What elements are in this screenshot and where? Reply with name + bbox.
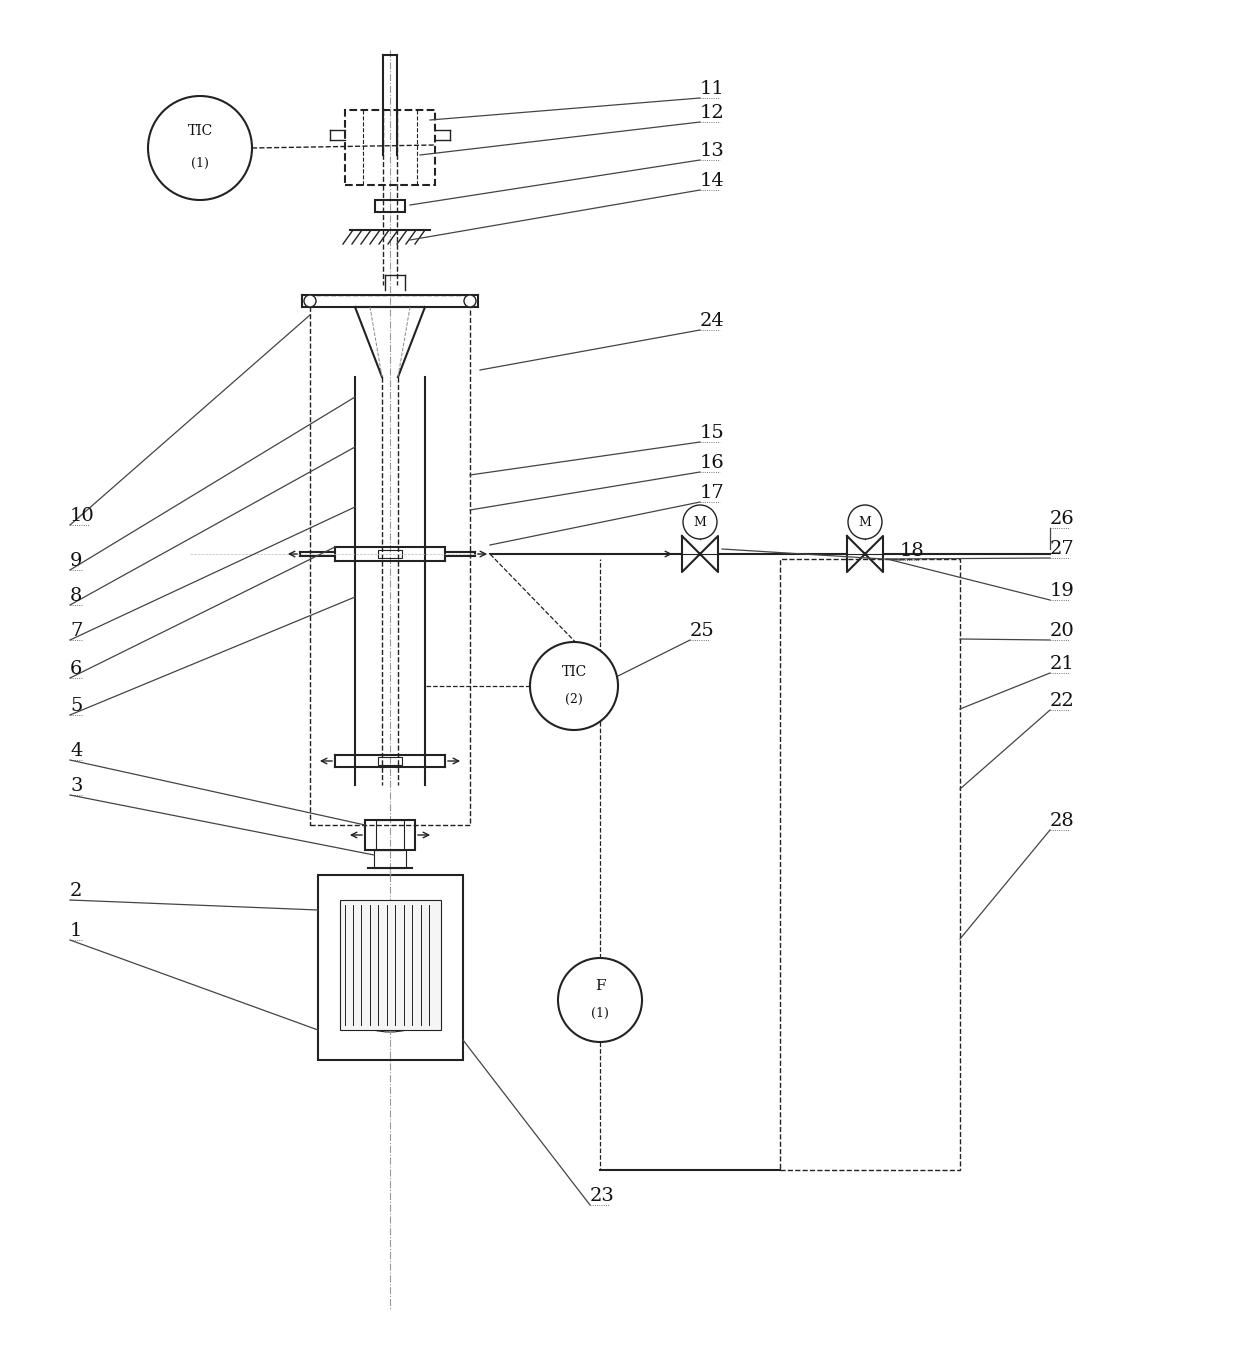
Bar	[374, 850, 405, 867]
Text: 17: 17	[701, 484, 724, 501]
Text: M: M	[858, 515, 872, 529]
Text: TIC: TIC	[562, 665, 587, 679]
Text: 16: 16	[701, 454, 724, 473]
Text: 5: 5	[69, 697, 82, 714]
Text: 24: 24	[701, 311, 724, 331]
Text: 22: 22	[1050, 693, 1075, 710]
Text: F: F	[595, 979, 605, 993]
Text: 26: 26	[1050, 510, 1075, 529]
Circle shape	[304, 295, 316, 307]
Text: (1): (1)	[191, 157, 208, 169]
Circle shape	[848, 505, 882, 540]
Circle shape	[148, 96, 252, 199]
Bar	[345, 111, 435, 184]
Text: 23: 23	[590, 1187, 615, 1205]
Text: 20: 20	[1050, 622, 1075, 641]
Text: TIC: TIC	[187, 124, 212, 138]
Text: 9: 9	[69, 552, 83, 570]
Text: 11: 11	[701, 81, 724, 98]
Text: 1: 1	[69, 922, 82, 940]
Text: 25: 25	[689, 622, 714, 641]
Bar	[365, 820, 415, 850]
Circle shape	[529, 642, 618, 729]
Bar	[340, 900, 441, 1030]
Bar	[317, 876, 463, 1060]
Text: 14: 14	[701, 172, 724, 190]
Bar	[378, 550, 402, 557]
Text: 27: 27	[1050, 540, 1075, 557]
Bar	[310, 295, 470, 825]
Text: 6: 6	[69, 660, 82, 678]
Text: 10: 10	[69, 507, 94, 525]
Text: M: M	[693, 515, 707, 529]
Circle shape	[464, 295, 476, 307]
Bar	[378, 757, 402, 765]
Text: 2: 2	[69, 882, 82, 900]
Text: 15: 15	[701, 423, 724, 443]
Bar	[780, 559, 960, 1171]
Circle shape	[683, 505, 717, 540]
Text: 7: 7	[69, 622, 82, 641]
Text: 8: 8	[69, 587, 82, 605]
Text: 13: 13	[701, 142, 725, 160]
Text: 28: 28	[1050, 811, 1075, 831]
Text: (2): (2)	[565, 693, 583, 705]
Text: 19: 19	[1050, 582, 1075, 600]
Text: (1): (1)	[591, 1007, 609, 1019]
Text: 4: 4	[69, 742, 82, 759]
Text: 21: 21	[1050, 656, 1075, 673]
Bar	[374, 199, 405, 212]
Text: 12: 12	[701, 104, 724, 122]
Text: 18: 18	[900, 542, 925, 560]
Bar	[376, 820, 404, 850]
Circle shape	[558, 958, 642, 1042]
Text: 3: 3	[69, 777, 83, 795]
